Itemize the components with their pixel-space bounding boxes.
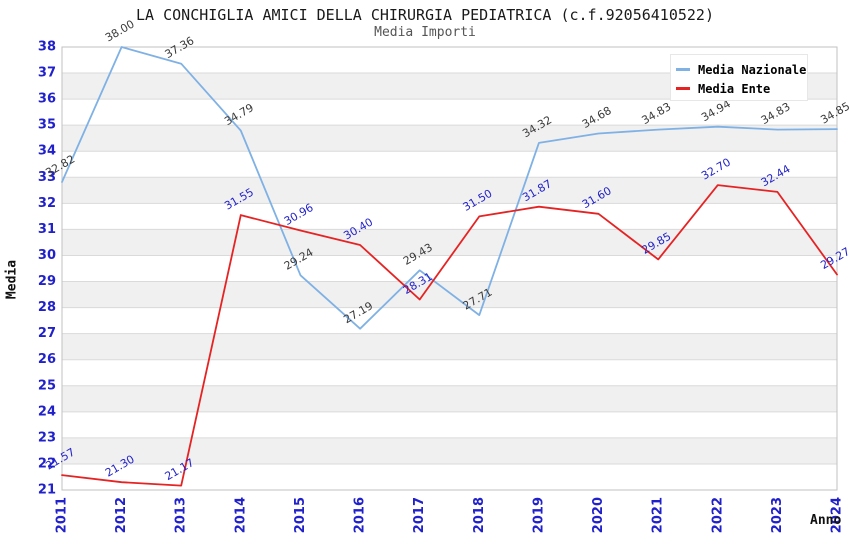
y-tick-label: 35 <box>38 118 56 133</box>
chart-title: LA CONCHIGLIA AMICI DELLA CHIRURGIA PEDI… <box>136 6 714 24</box>
x-tick-label: 2011 <box>55 497 70 533</box>
grid-band <box>62 411 837 438</box>
legend-entry-nazionale: Media Nazionale <box>676 60 807 79</box>
grid-band <box>62 385 837 412</box>
legend-label-nazionale: Media Nazionale <box>698 62 807 77</box>
y-tick-label: 33 <box>38 170 56 185</box>
y-tick-label: 38 <box>38 40 56 55</box>
y-tick-label: 24 <box>38 404 56 419</box>
grid-band <box>62 307 837 334</box>
legend-label-ente: Media Ente <box>698 81 771 96</box>
y-tick-label: 29 <box>38 274 56 289</box>
ente-line-swatch-icon <box>676 87 690 90</box>
plot-border <box>61 46 838 491</box>
x-tick-label: 2014 <box>233 497 248 533</box>
grid-band <box>62 333 837 360</box>
x-tick-label: 2024 <box>830 497 845 533</box>
nazionale-line-swatch-icon <box>676 68 690 71</box>
x-axis-title: Anno <box>810 513 842 528</box>
media-ente-line <box>61 184 838 487</box>
y-tick-label: 23 <box>38 430 56 445</box>
grid-band <box>62 281 837 308</box>
legend: Media Nazionale Media Ente <box>670 54 808 101</box>
grid-band <box>62 203 837 230</box>
legend-entry-ente: Media Ente <box>676 79 807 98</box>
x-tick-label: 2016 <box>353 497 368 533</box>
grid-band <box>62 151 837 178</box>
grid-band <box>62 359 837 386</box>
y-tick-label: 37 <box>38 66 56 81</box>
x-tick-label: 2019 <box>531 497 546 533</box>
x-tick-label: 2012 <box>114 497 129 533</box>
y-tick-label: 28 <box>38 300 56 315</box>
x-tick-label: 2023 <box>770 497 785 533</box>
x-tick-label: 2015 <box>293 497 308 533</box>
y-tick-label: 25 <box>38 378 56 393</box>
y-tick-label: 31 <box>38 222 56 237</box>
x-tick-label: 2018 <box>472 497 487 533</box>
y-axis-title: Media <box>4 259 20 300</box>
point-value-label: 38.00 <box>103 17 137 44</box>
y-tick-label: 34 <box>38 144 56 159</box>
y-tick-label: 21 <box>38 483 56 498</box>
x-tick-label: 2020 <box>591 497 606 533</box>
chart-subtitle: Media Importi <box>374 25 476 40</box>
x-tick-label: 2021 <box>651 497 666 533</box>
y-tick-label: 32 <box>38 196 56 211</box>
x-tick-label: 2017 <box>412 497 427 533</box>
y-tick-label: 27 <box>38 326 56 341</box>
grid-band <box>62 125 837 152</box>
grid-band <box>62 255 837 282</box>
grid-band <box>62 229 837 256</box>
x-tick-label: 2022 <box>710 497 725 533</box>
y-tick-label: 36 <box>38 92 56 107</box>
y-tick-label: 22 <box>38 456 56 471</box>
grid-band <box>62 437 837 464</box>
grid-band <box>62 99 837 126</box>
media-nazionale-line <box>61 46 838 330</box>
y-tick-label: 26 <box>38 352 56 367</box>
y-tick-label: 30 <box>38 248 56 263</box>
x-tick-label: 2013 <box>174 497 189 533</box>
grid-band <box>62 463 837 490</box>
grid-band <box>62 177 837 204</box>
